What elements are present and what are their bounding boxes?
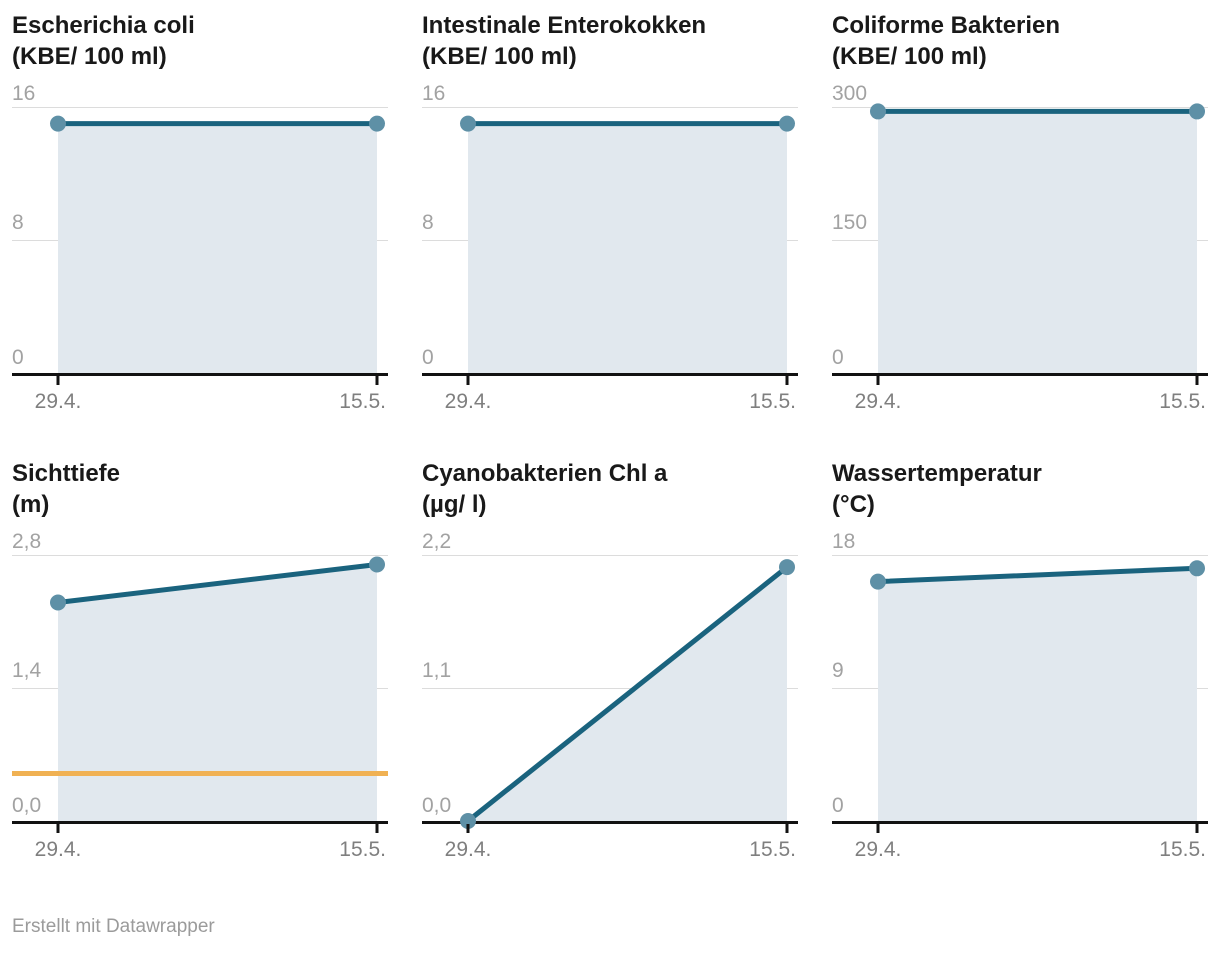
y-axis-max-label: 16 (12, 82, 36, 105)
x-tick-label: 15.5. (749, 390, 796, 413)
small-multiples-grid: Escherichia coli (KBE/ 100 ml) 16 8 0 29… (12, 10, 1208, 870)
plot-area: 1,1 0,0 (422, 555, 798, 829)
x-tick (466, 824, 470, 833)
gridline-max (422, 555, 798, 556)
chart-title: Intestinale Enterokokken (KBE/ 100 ml) (422, 10, 798, 72)
x-tick (375, 376, 379, 385)
chart-title: Escherichia coli (KBE/ 100 ml) (12, 10, 388, 72)
chart-title-text: Sichttiefe (12, 460, 121, 487)
footer-credit: Erstellt mit Datawrapper (12, 916, 215, 937)
gridline-max (832, 107, 1208, 108)
chart-title-text: Wassertemperatur (832, 460, 1042, 487)
chart-title-text: Intestinale Enterokokken (422, 12, 707, 39)
chart-title: Coliforme Bakterien (KBE/ 100 ml) (832, 10, 1208, 72)
x-tick-label: 15.5. (339, 390, 386, 413)
y-axis-mid-label: 9 (832, 659, 844, 682)
area-chart-svg (460, 559, 795, 829)
y-axis-zero-label: 0,0 (12, 794, 42, 817)
x-tick-label: 29.4. (854, 390, 902, 413)
x-tick (1195, 824, 1199, 833)
x-tick-label: 15.5. (1159, 390, 1206, 413)
y-axis-max-label: 300 (832, 82, 868, 105)
y-axis-max-label: 18 (832, 530, 856, 553)
chart-unit-text: (KBE/ 100 ml) (832, 43, 987, 70)
chart-title: Cyanobakterien Chl a (µg/ l) (422, 458, 798, 520)
x-tick (466, 376, 470, 385)
chart-cell-intestinale-enterokokken: Intestinale Enterokokken (KBE/ 100 ml) 1… (422, 10, 798, 422)
x-tick-label: 29.4. (854, 838, 902, 861)
area-chart-svg (12, 556, 388, 821)
y-axis-zero-label: 0 (422, 346, 434, 369)
plot-area: 8 0 (12, 107, 388, 376)
x-tick-label: 29.4. (444, 390, 492, 413)
area-chart-svg (460, 115, 795, 373)
chart-cell-wassertemperatur: Wassertemperatur (°C) 18 9 0 29.4. 15.5. (832, 458, 1208, 870)
x-tick (56, 824, 60, 833)
chart-unit-text: (°C) (832, 491, 875, 518)
x-tick-label: 29.4. (444, 838, 492, 861)
gridline-mid (422, 688, 798, 689)
x-axis: 29.4. 15.5. (12, 376, 388, 422)
y-axis-zero-label: 0,0 (422, 794, 452, 817)
x-axis: 29.4. 15.5. (422, 824, 798, 870)
chart-title-text: Coliforme Bakterien (832, 12, 1061, 39)
x-tick (876, 824, 880, 833)
x-tick-label: 29.4. (34, 390, 82, 413)
y-axis-mid-label: 8 (12, 211, 24, 234)
chart-title-text: Cyanobakterien Chl a (422, 460, 668, 487)
gridline-max (12, 555, 388, 556)
x-tick (375, 824, 379, 833)
x-axis: 29.4. 15.5. (832, 376, 1208, 422)
gridline-max (12, 107, 388, 108)
area-chart-svg (870, 103, 1205, 373)
x-tick (1195, 376, 1199, 385)
y-axis-mid-label: 8 (422, 211, 434, 234)
plot-area: 8 0 (422, 107, 798, 376)
x-tick-label: 29.4. (34, 838, 82, 861)
chart-title: Sichttiefe (m) (12, 458, 388, 520)
gridline-max (832, 555, 1208, 556)
chart-unit-text: (m) (12, 491, 50, 518)
x-tick-label: 15.5. (339, 838, 386, 861)
y-axis-zero-label: 0 (12, 346, 24, 369)
plot-area: 1,4 0,0 (12, 555, 388, 824)
chart-unit-text: (µg/ l) (422, 491, 487, 518)
x-axis: 29.4. 15.5. (12, 824, 388, 870)
area-chart-svg (870, 560, 1205, 821)
chart-cell-escherichia-coli: Escherichia coli (KBE/ 100 ml) 16 8 0 29… (12, 10, 388, 422)
y-axis-max-label: 2,2 (422, 530, 452, 553)
x-tick-label: 15.5. (749, 838, 796, 861)
chart-title-text: Escherichia coli (12, 12, 195, 39)
y-axis-max-label: 16 (422, 82, 446, 105)
area-chart-svg (50, 115, 385, 373)
x-tick (56, 376, 60, 385)
x-tick (785, 824, 789, 833)
x-tick (785, 376, 789, 385)
chart-cell-cyanobakterien: Cyanobakterien Chl a (µg/ l) 2,2 1,1 0,0… (422, 458, 798, 870)
y-axis-zero-label: 0 (832, 346, 844, 369)
y-axis-mid-label: 1,1 (422, 659, 452, 682)
chart-unit-text: (KBE/ 100 ml) (12, 43, 167, 70)
x-tick (876, 376, 880, 385)
y-axis-zero-label: 0 (832, 794, 844, 817)
x-tick-label: 15.5. (1159, 838, 1206, 861)
chart-cell-sichttiefe: Sichttiefe (m) 2,8 1,4 0,0 29.4. 15.5. (12, 458, 388, 870)
y-axis-mid-label: 1,4 (12, 659, 42, 682)
x-axis: 29.4. 15.5. (832, 824, 1208, 870)
gridline-max (422, 107, 798, 108)
y-axis-mid-label: 150 (832, 211, 868, 234)
x-axis: 29.4. 15.5. (422, 376, 798, 422)
chart-cell-coliforme-bakterien: Coliforme Bakterien (KBE/ 100 ml) 300 15… (832, 10, 1208, 422)
chart-unit-text: (KBE/ 100 ml) (422, 43, 577, 70)
plot-area: 9 0 (832, 555, 1208, 824)
plot-area: 150 0 (832, 103, 1208, 376)
y-axis-max-label: 2,8 (12, 530, 42, 553)
chart-title: Wassertemperatur (°C) (832, 458, 1208, 520)
